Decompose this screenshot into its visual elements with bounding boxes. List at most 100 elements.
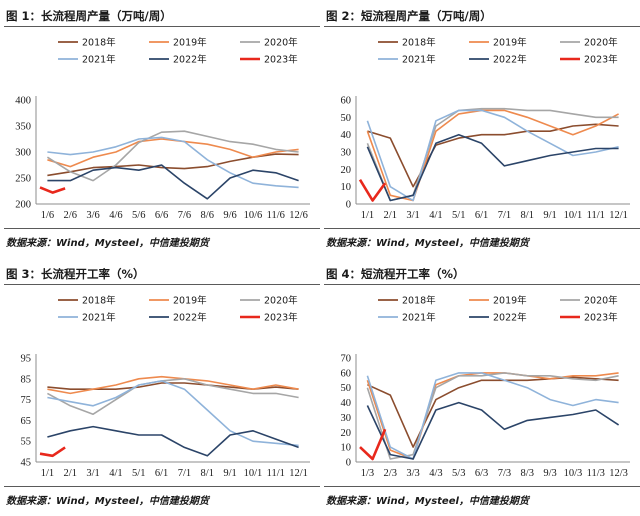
x-tick-label: 4/3 xyxy=(429,468,442,479)
series-line-2018年 xyxy=(367,376,619,448)
x-tick-label: 12/1 xyxy=(289,468,308,479)
short-process-output-chart: 0 10 20 30 40 50 60 1/1 2/1 3/1 4/1 5/1 6/1 7/1 8/1 9/1… xyxy=(341,37,630,221)
source-divider xyxy=(4,228,320,229)
y-tick-label: 300 xyxy=(15,148,31,159)
legend-label: 2021年 xyxy=(402,54,436,66)
y-tick-label: 20 xyxy=(341,428,352,439)
source-divider xyxy=(324,486,640,487)
legend-label: 2019年 xyxy=(173,295,207,307)
x-tick-label: 12/3 xyxy=(609,468,628,479)
legend-label: 2019年 xyxy=(493,37,527,49)
y-tick-label: 250 xyxy=(15,174,31,185)
x-tick-label: 5/1 xyxy=(452,210,465,221)
x-tick-label: 10/1 xyxy=(564,210,583,221)
series-line-2019年 xyxy=(366,372,619,460)
x-tick-label: 11/3 xyxy=(587,468,605,479)
y-tick-label: 60 xyxy=(341,96,352,107)
long-process-output-chart: 200 250 300 350 400 1/6 2/6 3/6 4/6 5/6 6/6 7/6 8/6 9… xyxy=(15,37,310,221)
series-line-2019年 xyxy=(366,109,619,202)
x-tick-label: 1/1 xyxy=(41,468,54,479)
x-tick-label: 6/6 xyxy=(155,210,168,221)
x-tick-label: 2/6 xyxy=(64,210,77,221)
x-tick-label: 3/1 xyxy=(406,210,419,221)
x-tick-label: 3/6 xyxy=(86,210,99,221)
legend-label: 2023年 xyxy=(264,54,298,66)
legend-label: 2023年 xyxy=(264,312,298,324)
chart-title: 图 3：长流程开工率（%） xyxy=(6,267,145,281)
legend-label: 2020年 xyxy=(584,37,618,49)
x-tick-label: 9/6 xyxy=(223,210,236,221)
x-tick-label: 3/3 xyxy=(406,468,419,479)
x-tick-label: 12/6 xyxy=(289,210,308,221)
x-tick-label: 7/1 xyxy=(178,468,191,479)
series-line-2021年 xyxy=(47,136,299,189)
x-tick-label: 7/3 xyxy=(498,468,511,479)
x-tick-label: 6/1 xyxy=(475,210,488,221)
series-line-2022年 xyxy=(47,164,299,200)
series-line-2021年 xyxy=(366,109,619,202)
y-tick-label: 30 xyxy=(341,148,352,159)
y-tick-label: 55 xyxy=(21,437,32,448)
y-tick-label: 70 xyxy=(341,354,352,365)
x-tick-label: 2/1 xyxy=(64,468,77,479)
chart-panel-2: 图 2：短流程周产量（万吨/周） 0 10 20 30 40 50 60 1/1 2/1 3/1 4… xyxy=(324,0,640,258)
legend-label: 2022年 xyxy=(493,54,527,66)
y-tick-label: 50 xyxy=(341,113,352,124)
legend-label: 2020年 xyxy=(264,295,298,307)
x-tick-label: 9/3 xyxy=(543,468,556,479)
legend-label: 2022年 xyxy=(173,54,207,66)
source-note: 数据来源：Wind，Mysteel，中信建投期货 xyxy=(326,238,529,249)
x-tick-label: 8/1 xyxy=(201,468,214,479)
legend-label: 2022年 xyxy=(493,312,527,324)
x-tick-label: 8/3 xyxy=(521,468,534,479)
legend-label: 2018年 xyxy=(402,295,436,307)
y-tick-label: 350 xyxy=(15,122,31,133)
x-tick-label: 1/3 xyxy=(361,468,374,479)
legend-label: 2018年 xyxy=(82,37,116,49)
legend-label: 2023年 xyxy=(584,54,618,66)
x-tick-label: 11/1 xyxy=(587,210,605,221)
x-tick-label: 10/3 xyxy=(564,468,583,479)
source-note: 数据来源：Wind，Mysteel，中信建投期货 xyxy=(6,238,209,249)
x-tick-label: 11/6 xyxy=(267,210,285,221)
y-tick-label: 95 xyxy=(21,354,32,365)
legend-label: 2020年 xyxy=(584,295,618,307)
y-tick-label: 0 xyxy=(346,200,351,211)
y-tick-label: 0 xyxy=(346,458,351,469)
x-tick-label: 8/1 xyxy=(521,210,534,221)
y-tick-label: 20 xyxy=(341,165,352,176)
x-tick-label: 8/6 xyxy=(201,210,214,221)
series-line-2020年 xyxy=(47,378,299,415)
chart-title: 图 4：短流程开工率（%） xyxy=(326,267,465,281)
x-tick-label: 6/3 xyxy=(475,468,488,479)
x-tick-label: 7/6 xyxy=(178,210,191,221)
x-tick-label: 2/3 xyxy=(384,468,397,479)
x-tick-label: 9/1 xyxy=(543,210,556,221)
legend-label: 2022年 xyxy=(173,312,207,324)
series-line-2018年 xyxy=(367,123,619,188)
legend-label: 2019年 xyxy=(173,37,207,49)
series-line-2023年 xyxy=(39,186,66,194)
series-line-2022年 xyxy=(366,401,620,460)
y-tick-label: 400 xyxy=(15,96,31,107)
series-line-2023年 xyxy=(39,446,66,458)
x-tick-label: 5/6 xyxy=(132,210,145,221)
legend-label: 2019年 xyxy=(493,295,527,307)
long-process-operating-rate-chart: 45 55 65 75 85 95 1/1 2/1 3/1 4/1 5/1 6/1 7/1 8/1 9/1 1… xyxy=(21,295,310,479)
series-line-2020年 xyxy=(366,372,619,460)
y-tick-label: 45 xyxy=(21,458,32,469)
legend-label: 2021年 xyxy=(82,312,116,324)
legend-label: 2023年 xyxy=(584,312,618,324)
series-line-2023年 xyxy=(359,428,387,461)
x-tick-label: 5/1 xyxy=(132,468,145,479)
chart-panel-1: 图 1：长流程周产量（万吨/周） 200 250 300 350 400 1/6 2/6 3/… xyxy=(4,0,320,258)
y-tick-label: 10 xyxy=(341,182,352,193)
x-tick-label: 1/1 xyxy=(361,210,374,221)
title-divider xyxy=(4,284,320,285)
series-line-2019年 xyxy=(47,375,299,395)
source-note: 数据来源：Wind，Mysteel，中信建投期货 xyxy=(326,496,529,507)
series-line-2022年 xyxy=(47,425,299,457)
x-tick-label: 10/6 xyxy=(244,210,263,221)
series-line-2022年 xyxy=(366,133,619,202)
x-tick-label: 11/1 xyxy=(267,468,285,479)
